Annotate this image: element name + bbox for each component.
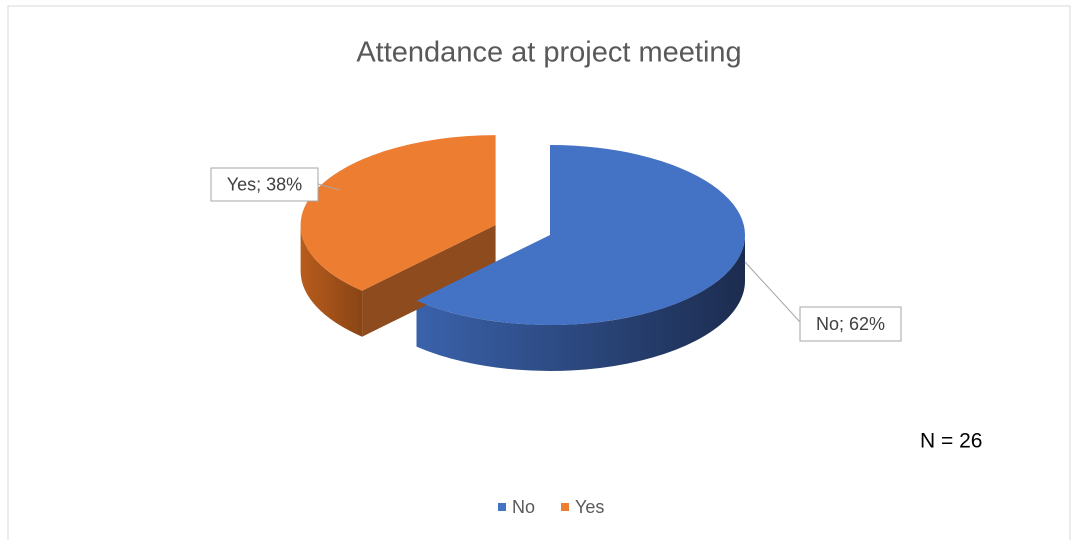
label-box (799, 306, 902, 342)
label-box (210, 167, 319, 202)
legend-swatch (498, 503, 506, 511)
legend-label: Yes (575, 497, 604, 517)
slice-face (362, 225, 496, 337)
chart-title: Attendance at project meeting (356, 37, 741, 69)
slice-side (300, 225, 363, 337)
annotation: N = 26 (920, 430, 982, 453)
leader-line (317, 183, 341, 191)
slice (300, 135, 496, 291)
legend-label: No (512, 497, 535, 517)
chart-frame (7, 5, 1071, 540)
legend-swatch (561, 503, 570, 511)
leader-line (744, 261, 801, 323)
data-label: Yes; 38% (227, 174, 302, 194)
slice-side (416, 235, 745, 371)
slice (416, 145, 746, 326)
data-label: No; 62% (816, 314, 885, 334)
